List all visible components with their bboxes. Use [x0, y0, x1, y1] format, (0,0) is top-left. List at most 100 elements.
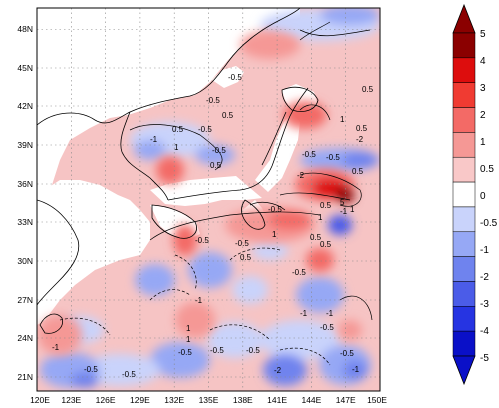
contour-label: -2 — [297, 171, 305, 180]
contour-label: -2 — [356, 135, 364, 144]
contour-label: 0.5 — [310, 233, 322, 242]
contour-label: 1 — [350, 205, 355, 214]
contour-label: -0.5 — [206, 96, 220, 105]
contour-label: -0.5 — [235, 239, 249, 248]
contour-label: -1 — [195, 296, 203, 305]
colorbar-label: -5 — [480, 353, 489, 364]
colorbar-box — [452, 107, 476, 133]
contour-label: 0.5 — [352, 167, 364, 176]
colorbar-label: 0.5 — [480, 164, 494, 175]
contour-label: 1 — [340, 115, 345, 124]
colorbar-label: -2 — [480, 272, 489, 283]
contour-label: 1 — [272, 230, 277, 239]
contour-label: -1 — [340, 207, 348, 216]
lon-tick: 123E — [61, 395, 81, 405]
colorbar-box — [452, 256, 476, 282]
colorbar-label: 0 — [480, 191, 486, 202]
colorbar-box — [452, 181, 476, 208]
contour-label: -1 — [300, 309, 308, 318]
contour-label: 0.5 — [320, 201, 332, 210]
contour-label: 0.5 — [172, 125, 184, 134]
contour-label: -0.5 — [292, 268, 306, 277]
contour-label: -1 — [326, 309, 334, 318]
lon-tick: 120E — [30, 395, 50, 405]
contour-label: 0.5 — [320, 240, 332, 249]
lat-axis: 48N 45N 42N 39N 36N 33N 30N 27N 24N 21N — [17, 24, 33, 382]
contour-lines — [59, 29, 373, 366]
map-plot — [37, 8, 380, 391]
contour-label: -0.5 — [246, 346, 260, 355]
contour-label: 0.5 — [222, 111, 234, 120]
colorbar-label: -3 — [480, 299, 489, 310]
lat-tick: 21N — [17, 372, 33, 382]
colorbar-box — [452, 330, 476, 357]
colorbar-box — [452, 306, 476, 332]
lat-tick: 45N — [17, 63, 33, 73]
lon-tick: 144E — [301, 395, 321, 405]
colorbar-box — [452, 231, 476, 257]
colorbar-box — [452, 156, 476, 183]
colorbar-labels: 5 4 3 2 1 0.5 0 -0.5 -1 -2 -3 -4 -5 — [480, 29, 498, 364]
colorbar-label: -0.5 — [480, 218, 498, 229]
colorbar-top-arrow — [452, 3, 476, 34]
contour-label: 1 — [318, 213, 323, 222]
lon-tick: 132E — [164, 395, 184, 405]
colorbar-bottom-arrow — [452, 355, 476, 386]
colorbar-box — [452, 57, 476, 83]
contour-label: -0.5 — [84, 365, 98, 374]
lat-tick: 30N — [17, 256, 33, 266]
contour-label: 1 — [186, 335, 191, 344]
contour-label: -1 — [52, 343, 60, 352]
coastlines — [37, 8, 331, 334]
contour-label: -0.5 — [340, 349, 354, 358]
contour-label: -0.5 — [320, 323, 334, 332]
contour-label: -0.5 — [326, 153, 340, 162]
contour-label: -0.5 — [302, 150, 316, 159]
colorbar-label: 4 — [480, 56, 486, 67]
colorbar-label: 1 — [480, 137, 486, 148]
contour-label: -0.5 — [212, 146, 226, 155]
lat-tick: 27N — [17, 295, 33, 305]
contour-label: 1 — [186, 324, 191, 333]
lon-tick: 126E — [96, 395, 116, 405]
contour-label: -1 — [352, 365, 360, 374]
contour-label: -1 — [150, 135, 158, 144]
colorbar-label: -4 — [480, 326, 489, 337]
map-frame — [36, 7, 381, 392]
positive-anomaly — [38, 31, 362, 355]
lat-tick: 48N — [17, 24, 33, 34]
contour-label: -0.5 — [195, 236, 209, 245]
lat-tick: 36N — [17, 179, 33, 189]
contour-labels: -0.5 -0.5 0.5 0.5 -1 1 -0.5 0.5 -0.5 -0.… — [52, 73, 374, 379]
colorbar-label: -1 — [480, 245, 489, 256]
lon-tick: 150E — [367, 395, 387, 405]
lat-tick: 42N — [17, 101, 33, 111]
lat-tick: 33N — [17, 217, 33, 227]
colorbar-box — [452, 281, 476, 307]
negative-anomaly — [40, 8, 380, 388]
colorbar-label: 3 — [480, 83, 486, 94]
colorbar: 5 4 3 2 1 0.5 0 -0.5 -1 -2 -3 -4 -5 — [452, 3, 498, 386]
colorbar-box — [452, 132, 476, 158]
contour-label: 0.5 — [362, 85, 374, 94]
contour-label: 0.5 — [356, 124, 368, 133]
contour-label: -0.5 — [198, 125, 212, 134]
contour-label: -0.5 — [268, 205, 282, 214]
contour-label: -0.5 — [178, 348, 192, 357]
lat-tick: 39N — [17, 140, 33, 150]
lon-tick: 147E — [336, 395, 356, 405]
colorbar-box — [452, 32, 476, 59]
lon-tick: 141E — [267, 395, 287, 405]
colorbar-label: 5 — [480, 29, 486, 40]
lat-tick: 24N — [17, 333, 33, 343]
colorbar-label: 2 — [480, 110, 486, 121]
contour-label: -0.5 — [210, 346, 224, 355]
colorbar-box — [452, 82, 476, 108]
lon-tick: 138E — [233, 395, 253, 405]
contour-label: 0.5 — [240, 253, 252, 262]
contour-label: 0.5 — [210, 161, 222, 170]
lon-axis: 120E 123E 126E 129E 132E 135E 138E 141E … — [30, 395, 387, 405]
contour-label: -0.5 — [228, 73, 242, 82]
gridlines — [37, 8, 380, 391]
